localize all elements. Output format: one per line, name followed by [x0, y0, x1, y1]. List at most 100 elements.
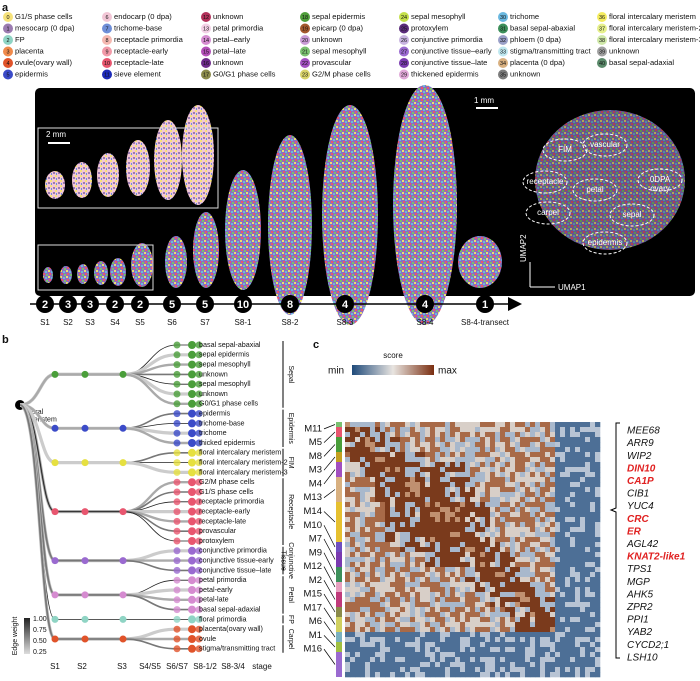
heatmap-cell — [470, 507, 476, 513]
stage-count-badge — [196, 295, 214, 313]
heatmap-cell — [505, 512, 511, 518]
tree-node — [173, 596, 181, 604]
heatmap-cell — [460, 542, 466, 548]
heatmap-cell — [535, 432, 541, 438]
heatmap-cell — [480, 502, 486, 508]
heatmap-cell — [465, 437, 471, 443]
heatmap-cell — [445, 662, 451, 668]
heatmap-cell — [565, 652, 571, 658]
heatmap-cell — [510, 582, 516, 588]
heatmap-cell — [480, 432, 486, 438]
heatmap-cell — [465, 462, 471, 468]
heatmap-cell — [560, 592, 566, 598]
legend-swatch — [498, 69, 508, 80]
tree-node — [195, 351, 203, 359]
heatmap-cell — [350, 572, 356, 578]
heatmap-cell — [560, 502, 566, 508]
heatmap-cell — [370, 662, 376, 668]
heatmap-cell — [490, 597, 496, 603]
heatmap-cell — [505, 607, 511, 613]
heatmap-cell — [585, 472, 591, 478]
heatmap-cell — [540, 657, 546, 663]
heatmap-cell — [400, 532, 406, 538]
heatmap-cell — [530, 467, 536, 473]
group-label: Sepal — [287, 365, 294, 383]
heatmap-cell — [540, 437, 546, 443]
heatmap-cell — [450, 447, 456, 453]
heatmap-cell — [360, 597, 366, 603]
heatmap-cell — [430, 507, 436, 513]
legend-label: conjunctive tissue–late — [411, 58, 487, 67]
heatmap-cell — [425, 472, 431, 478]
heatmap-cell — [355, 517, 361, 523]
heatmap-cell — [575, 562, 581, 568]
heatmap-cell — [420, 607, 426, 613]
heatmap-cell — [470, 537, 476, 543]
heatmap-cell — [540, 577, 546, 583]
tree-node — [195, 390, 203, 398]
heatmap-cell — [510, 477, 516, 483]
heatmap-cell — [490, 627, 496, 633]
heatmap-cell — [370, 492, 376, 498]
heatmap-cell — [390, 432, 396, 438]
heatmap-cell — [510, 457, 516, 463]
heatmap-cell — [585, 527, 591, 533]
heatmap-cell — [465, 422, 471, 428]
legend-swatch — [399, 23, 409, 34]
heatmap-cell — [425, 517, 431, 523]
heatmap-cell — [425, 467, 431, 473]
heatmap-cell — [445, 552, 451, 558]
umap-label: sepal — [622, 210, 641, 219]
heatmap-cell — [450, 462, 456, 468]
heatmap-cell — [460, 597, 466, 603]
heatmap-cell — [350, 502, 356, 508]
heatmap-cell — [360, 432, 366, 438]
heatmap-cell — [490, 492, 496, 498]
heatmap-cell — [450, 597, 456, 603]
heatmap-cell — [435, 607, 441, 613]
heatmap-cell — [505, 587, 511, 593]
heatmap-cell — [590, 622, 596, 628]
heatmap-cell — [485, 472, 491, 478]
heatmap-cell — [585, 602, 591, 608]
heatmap-cell — [475, 502, 481, 508]
heatmap-cell — [510, 602, 516, 608]
heatmap-cell — [485, 547, 491, 553]
heatmap-cell — [495, 532, 501, 538]
heatmap-cell — [485, 442, 491, 448]
tree-edge — [19, 363, 192, 407]
module-leader — [323, 489, 336, 498]
heatmap-cell — [590, 532, 596, 538]
heatmap-cell — [560, 587, 566, 593]
module-bar — [336, 437, 342, 452]
heatmap-cell — [495, 437, 501, 443]
heatmap-cell — [355, 442, 361, 448]
legend-number: 29 — [401, 72, 407, 78]
heatmap-cell — [515, 437, 521, 443]
heatmap-cell — [500, 567, 506, 573]
heatmap-cell — [550, 607, 556, 613]
heatmap-cell — [550, 452, 556, 458]
heatmap-cell — [420, 442, 426, 448]
heatmap-cell — [450, 612, 456, 618]
tissue — [458, 236, 502, 288]
heatmap-cell — [455, 477, 461, 483]
heatmap-cell — [345, 622, 351, 628]
tree-node — [51, 615, 59, 623]
heatmap-cell — [550, 617, 556, 623]
heatmap-cell — [430, 602, 436, 608]
edge-weight-tick: 0.25 — [33, 649, 47, 656]
heatmap-cell — [540, 602, 546, 608]
heatmap-cell — [365, 512, 371, 518]
heatmap-cell — [535, 517, 541, 523]
heatmap-cell — [350, 622, 356, 628]
legend-swatch — [3, 69, 13, 80]
heatmap-cell — [455, 642, 461, 648]
heatmap-cell — [415, 497, 421, 503]
heatmap-cell — [365, 497, 371, 503]
heatmap-cell — [570, 517, 576, 523]
heatmap-cell — [505, 632, 511, 638]
heatmap-cell — [465, 537, 471, 543]
heatmap-cell — [505, 507, 511, 513]
heatmap-cell — [595, 542, 601, 548]
